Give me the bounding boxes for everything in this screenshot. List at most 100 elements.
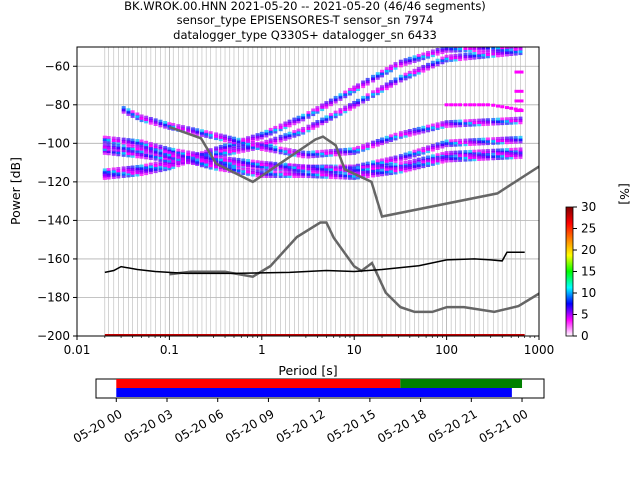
psd-cell bbox=[435, 157, 440, 161]
psd-cell bbox=[121, 166, 126, 170]
psd-cell bbox=[158, 122, 163, 126]
psd-cell bbox=[491, 141, 496, 145]
psd-cell bbox=[163, 154, 168, 158]
psd-cell bbox=[241, 138, 246, 142]
psd-cell bbox=[371, 94, 376, 98]
psd-cell bbox=[208, 159, 213, 163]
psd-cell bbox=[223, 136, 228, 140]
psd-cell bbox=[208, 133, 213, 137]
psd-cell bbox=[518, 47, 523, 51]
psd-cell bbox=[328, 167, 333, 171]
psd-cell bbox=[268, 170, 273, 174]
psd-spike bbox=[514, 70, 524, 74]
psd-cell bbox=[458, 150, 463, 154]
psd-cell bbox=[343, 95, 348, 99]
psd-cell bbox=[111, 169, 116, 173]
psd-cell bbox=[264, 165, 269, 169]
psd-cell bbox=[375, 164, 380, 168]
psd-cell bbox=[356, 166, 361, 170]
psd-cell bbox=[176, 164, 181, 168]
psd-cell bbox=[481, 137, 486, 141]
psd-cell bbox=[287, 174, 292, 178]
psd-cell bbox=[496, 49, 501, 53]
psd-cell bbox=[283, 162, 288, 166]
psd-cell bbox=[102, 151, 107, 155]
psd-cell bbox=[513, 47, 518, 49]
psd-cell bbox=[301, 174, 306, 178]
psd-cell bbox=[273, 125, 278, 129]
psd-cell bbox=[421, 162, 426, 166]
x-axis-label: Period [s] bbox=[278, 363, 337, 378]
psd-cell bbox=[111, 138, 116, 142]
psd-cell bbox=[121, 171, 126, 175]
psd-cell bbox=[398, 164, 403, 168]
psd-cell bbox=[407, 163, 412, 167]
psd-cell bbox=[283, 133, 288, 137]
psd-cell bbox=[163, 150, 168, 154]
psd-cell bbox=[250, 166, 255, 170]
psd-cell bbox=[453, 53, 458, 57]
psd-cell bbox=[453, 49, 458, 53]
psd-cell bbox=[504, 48, 509, 52]
psd-cell bbox=[393, 64, 398, 68]
psd-cell bbox=[485, 120, 490, 124]
psd-cell bbox=[384, 172, 389, 176]
psd-cell bbox=[171, 159, 176, 163]
psd-cell bbox=[158, 147, 163, 151]
y-axis-ticks: −60 −80 −100 −120 −140 −160 −180 −200 bbox=[37, 59, 77, 343]
psd-cell bbox=[278, 164, 283, 168]
psd-cell bbox=[135, 165, 140, 169]
psd-cell bbox=[255, 160, 260, 164]
psd-cell bbox=[144, 154, 149, 158]
psd-cell bbox=[361, 146, 366, 150]
psd-cell bbox=[485, 149, 490, 153]
psd-cell bbox=[171, 156, 176, 160]
psd-cell bbox=[347, 168, 352, 172]
psd-cell bbox=[444, 151, 449, 155]
psd-cell bbox=[412, 57, 417, 61]
psd-cell bbox=[509, 154, 514, 158]
psd-cell bbox=[458, 58, 463, 62]
psd-cell bbox=[343, 176, 348, 180]
psd-cell bbox=[250, 161, 255, 165]
psd-cell bbox=[208, 156, 213, 160]
psd-cell bbox=[324, 103, 329, 107]
psd-cell bbox=[106, 170, 111, 174]
psd-cell bbox=[273, 141, 278, 145]
psd-cell bbox=[518, 116, 523, 120]
psd-cell bbox=[135, 147, 140, 151]
psd-cell bbox=[356, 103, 361, 107]
psd-cell bbox=[347, 105, 352, 109]
psd-cell bbox=[352, 164, 357, 168]
psd-cell bbox=[139, 166, 144, 170]
psd-cell bbox=[333, 153, 338, 157]
psd-cell bbox=[158, 160, 163, 164]
psd-cell bbox=[324, 120, 329, 124]
psd-cell bbox=[365, 165, 370, 169]
psd-cell bbox=[236, 146, 241, 150]
psd-cell bbox=[485, 50, 490, 54]
psd-cell bbox=[278, 125, 283, 129]
psd-cell bbox=[412, 161, 417, 165]
psd-cell bbox=[102, 145, 107, 149]
psd-cell bbox=[440, 143, 445, 147]
psd-cell bbox=[227, 165, 232, 169]
psd-cell bbox=[477, 140, 482, 144]
psd-cell bbox=[444, 124, 449, 128]
psd-cell bbox=[139, 173, 144, 177]
psd-cell bbox=[273, 136, 278, 140]
psd-cell bbox=[315, 122, 320, 126]
psd-cell bbox=[268, 138, 273, 142]
psd-cell bbox=[121, 144, 126, 148]
psd-cell bbox=[204, 155, 209, 159]
psd-cell bbox=[167, 122, 172, 126]
psd-cell bbox=[426, 157, 431, 161]
psd-cell bbox=[416, 126, 421, 130]
psd-cell bbox=[255, 164, 260, 168]
psd-cell bbox=[449, 58, 454, 62]
psd-cell bbox=[435, 52, 440, 56]
psd-cell bbox=[365, 172, 370, 176]
psd-cell bbox=[500, 51, 505, 55]
psd-cell bbox=[163, 125, 168, 129]
psd-cell bbox=[421, 146, 426, 150]
